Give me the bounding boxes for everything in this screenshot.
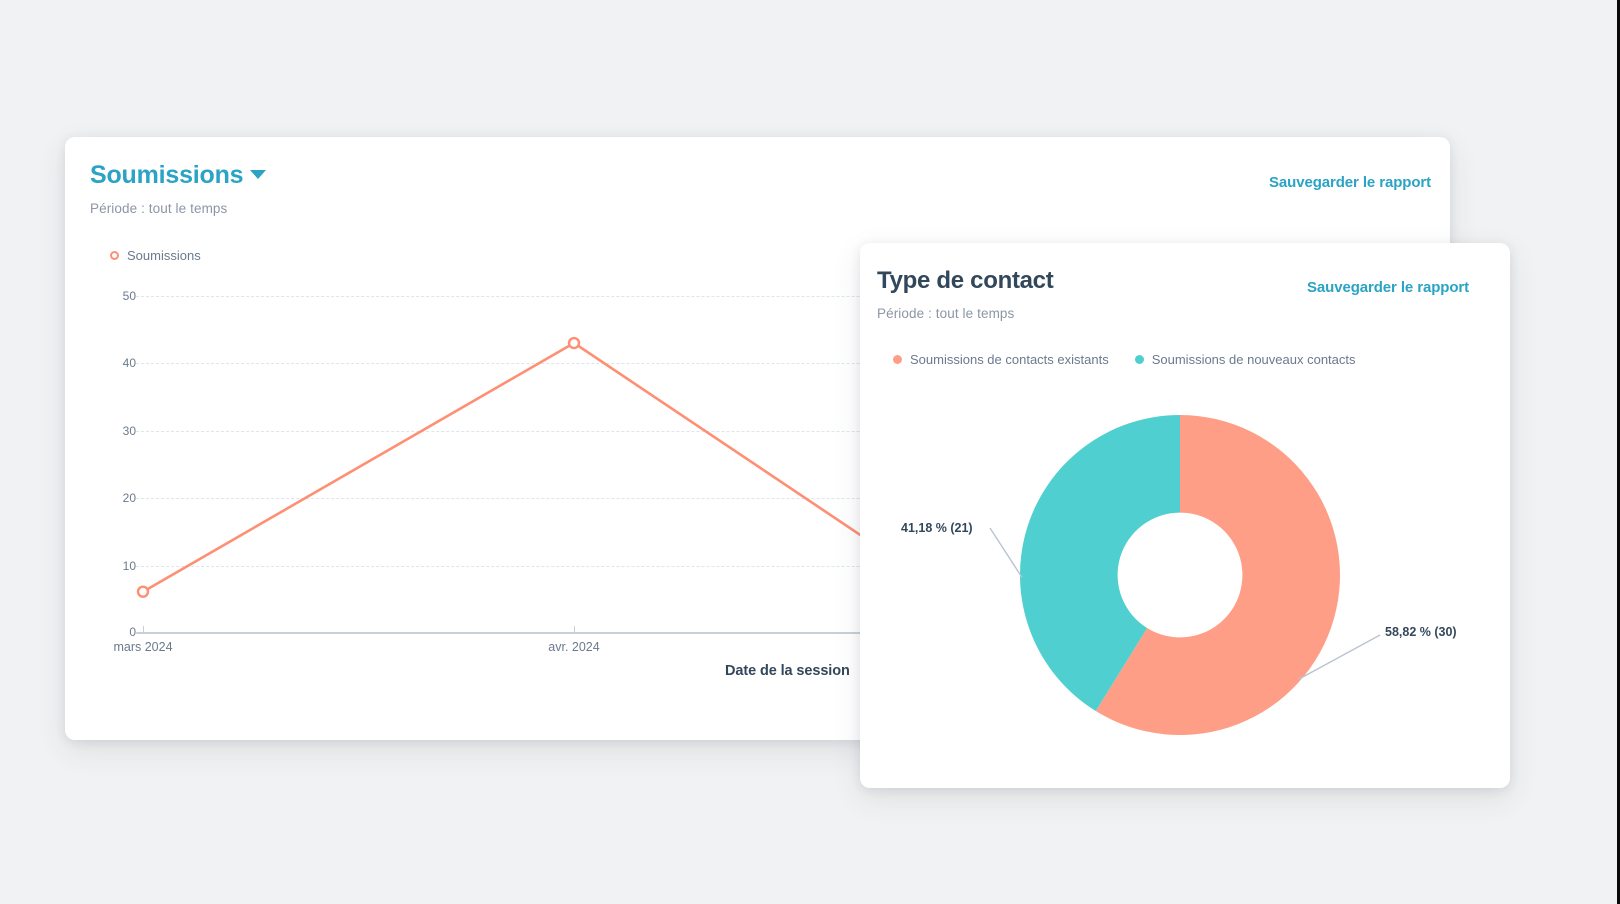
y-tick-10: 10 (122, 559, 136, 573)
donut-label-existing-contacts: 58,82 % (30) (1385, 625, 1457, 639)
legend-label-new-contacts: Soumissions de nouveaux contacts (1151, 352, 1356, 367)
data-point-marker[interactable] (567, 336, 581, 350)
save-report-link-submissions[interactable]: Sauvegarder le rapport (1269, 174, 1432, 191)
contact-type-period-label: Période : tout le temps (877, 306, 1015, 321)
submissions-card-title[interactable]: Soumissions (90, 161, 267, 190)
legend-dot-icon (1134, 355, 1144, 364)
y-tick-40: 40 (122, 356, 136, 370)
y-tick-30: 30 (122, 424, 136, 438)
x-tick-mars (143, 626, 144, 634)
x-label-avril: avr. 2024 (548, 640, 600, 654)
gridline-30 (136, 431, 1450, 432)
x-label-mars: mars 2024 (113, 640, 173, 654)
submissions-card-title-label: Soumissions (90, 161, 244, 189)
contact-type-card-title: Type de contact (877, 267, 1054, 294)
leader-line (989, 527, 1023, 578)
donut-slice-new-contacts[interactable] (1020, 415, 1180, 712)
submissions-line-plot: 50 40 30 20 10 0 mars 2024 avr. 2024 (90, 285, 1450, 654)
legend-label-existing-contacts: Soumissions de contacts existants (910, 352, 1109, 367)
data-point-marker[interactable] (136, 585, 150, 598)
legend-item-new-contacts[interactable]: Soumissions de nouveaux contacts (1134, 352, 1356, 367)
legend-label-soumissions: Soumissions (127, 248, 201, 263)
y-axis-ticks: 50 40 30 20 10 0 (90, 285, 136, 645)
y-tick-0: 0 (129, 625, 136, 639)
y-tick-20: 20 (122, 491, 136, 505)
contact-type-legend: Soumissions de contacts existants Soumis… (893, 352, 1356, 367)
gridline-40 (136, 363, 1450, 364)
donut-label-new-contacts: 41,18 % (21) (901, 521, 973, 535)
gridline-20 (136, 498, 1450, 499)
submissions-legend: Soumissions (110, 248, 201, 263)
legend-dot-icon (893, 355, 902, 364)
legend-item-existing-contacts[interactable]: Soumissions de contacts existants (893, 352, 1109, 367)
save-report-link-contact-type[interactable]: Sauvegarder le rapport (1307, 279, 1470, 296)
gridline-50 (136, 296, 1450, 297)
submissions-period-label: Période : tout le temps (90, 201, 228, 216)
x-tick-avril (574, 626, 575, 634)
legend-marker-icon (110, 251, 119, 260)
x-axis-title: Date de la session (725, 663, 850, 679)
gridline-10 (136, 566, 1450, 567)
x-axis-line (136, 632, 1450, 634)
donut-slice-existing-contacts[interactable] (1095, 415, 1340, 735)
leader-line (1298, 634, 1381, 680)
chevron-down-icon[interactable] (250, 169, 267, 179)
y-tick-50: 50 (122, 289, 136, 303)
contact-type-donut-chart (989, 415, 1381, 735)
